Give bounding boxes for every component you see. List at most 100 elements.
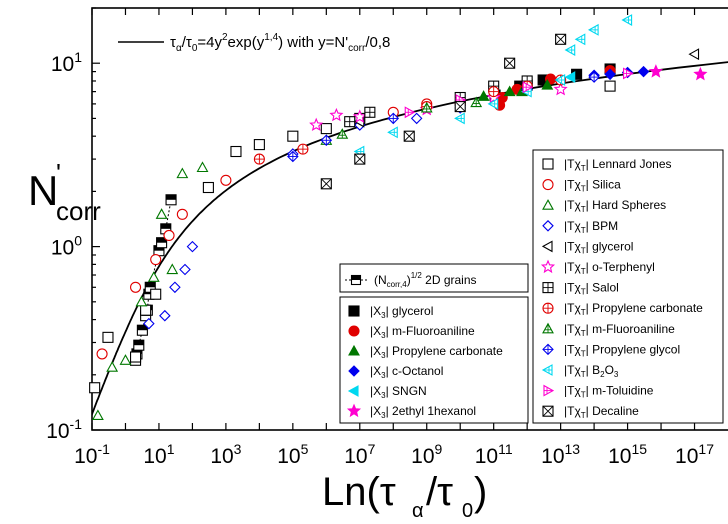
data-point [130,351,142,363]
data-point [604,68,616,81]
data-point [163,229,175,242]
legend-entry: |TχT| m-Toluidine [543,384,654,400]
data-point [621,14,633,26]
legend-label: |X3| glycerol [370,304,433,320]
y-tick-label: 10-1 [46,416,82,443]
series-17 [353,14,633,158]
data-point [454,112,465,125]
data-point [553,81,568,96]
legend-entry: |TχT| Hard Spheres [542,198,666,214]
legend-marker [542,405,554,417]
x-tick-label: 1013 [541,441,580,468]
svg-text:': ' [56,158,61,188]
x-tick-label: 103 [210,441,241,468]
legend-label: |X3| Propylene carbonate [370,344,503,360]
x-tick-label: 105 [277,441,308,468]
data-point [169,281,181,294]
data-points [89,14,708,421]
legend-grains-frame [339,263,529,293]
plot-frame [91,7,728,431]
legend-entry: |X3| Propylene carbonate [348,344,503,360]
legend-entry: |TχT| Silica [542,178,621,194]
legend-marker [346,403,362,418]
legend-label: |X3| 2ethyl 1hexanol [370,404,476,420]
data-point [136,324,148,336]
x-tick-label: 10-1 [74,441,110,468]
series-9 [91,134,333,421]
legend-label: |TχT| Decaline [564,404,639,420]
data-point [648,64,663,78]
data-point [165,194,177,206]
data-point [693,66,708,81]
series-18 [404,67,634,119]
data-point [287,150,299,163]
legend-grains: (Ncorr,4)1/2 2D grains [339,263,529,293]
data-point [488,86,500,98]
legend-marker [348,365,360,377]
legend-entry: |TχT| B2O3 [541,363,619,379]
legend-entry: |TχT| Lennard Jones [542,157,672,173]
legend-grains-marker [350,274,362,286]
y-tick-label: 100 [51,233,82,260]
data-point [404,106,416,119]
legend-entry: |TχT| Salol [542,281,619,297]
legend-label: |TχT| glycerol [564,239,633,255]
data-point [150,253,162,266]
legend-label: |TχT| BPM [564,219,618,235]
legend-marker [542,322,554,334]
x-tick-label: 109 [411,441,442,468]
x-tick-label: 107 [344,441,375,468]
data-point [344,116,356,128]
legend-marker [542,179,554,191]
x-tick-label: 1017 [675,441,714,468]
data-point [387,126,398,139]
legend-marker [542,302,554,314]
legend-entry: |TχT| BPM [542,219,618,235]
data-point [387,112,400,125]
data-point [320,134,333,147]
data-point [155,208,168,219]
legend-x3: |X3| glycerol |X3| m-Fluoroaniline |X3| Pr… [339,296,529,424]
data-point [147,271,160,282]
data-point [454,101,466,113]
data-point [133,339,145,351]
data-point [329,107,344,122]
data-point [176,167,189,179]
legend-label: |X3| c-Octanol [370,364,443,380]
data-point [354,153,366,165]
data-point [186,240,199,253]
svg-text:corr: corr [56,196,101,226]
data-point [410,112,423,125]
legend-entry: |TχT| m-Fluoroaniline [542,322,675,338]
legend-label: |TχT| Hard Spheres [564,198,666,214]
legend-entry: |TχT| Propylene carbonate [542,301,703,317]
data-point [106,361,119,372]
legend-label: |TχT| B2O3 [564,363,619,379]
data-point [541,78,554,90]
svg-text:N: N [28,167,58,214]
data-point [179,263,191,276]
x-tick-label: 1011 [475,441,513,468]
data-point [309,117,324,132]
legend-entry: |X3| 2ethyl 1hexanol [346,403,476,420]
legend-x3-frame [339,296,529,424]
legend-entry: |TχT| Decaline [542,404,639,420]
legend-marker [350,274,362,286]
legend-label: |TχT| Salol [564,281,619,297]
data-point [166,263,179,275]
data-point [637,65,650,78]
plot-axes: 10-1 101 103 105 107 109 1011 1013 1015 1017 10-1 1… [46,7,728,468]
legend-label: |TχT| m-Fluoroaniline [564,322,675,338]
svg-text:/τ: /τ [426,470,453,514]
y-axis-title: N ' corr [28,158,101,226]
fit-annotation: τα/τ0=4y2exp(y1,4) with y=N'corr/0,8 [118,32,390,54]
svg-text:Ln(τ: Ln(τ [322,470,396,514]
data-point [135,295,148,307]
legend-entry: |X3| c-Octanol [348,364,443,380]
data-point [89,382,101,394]
data-point [220,174,232,186]
data-point [196,161,209,173]
data-point [230,145,242,158]
data-point [588,71,600,83]
series-10 [143,102,466,330]
